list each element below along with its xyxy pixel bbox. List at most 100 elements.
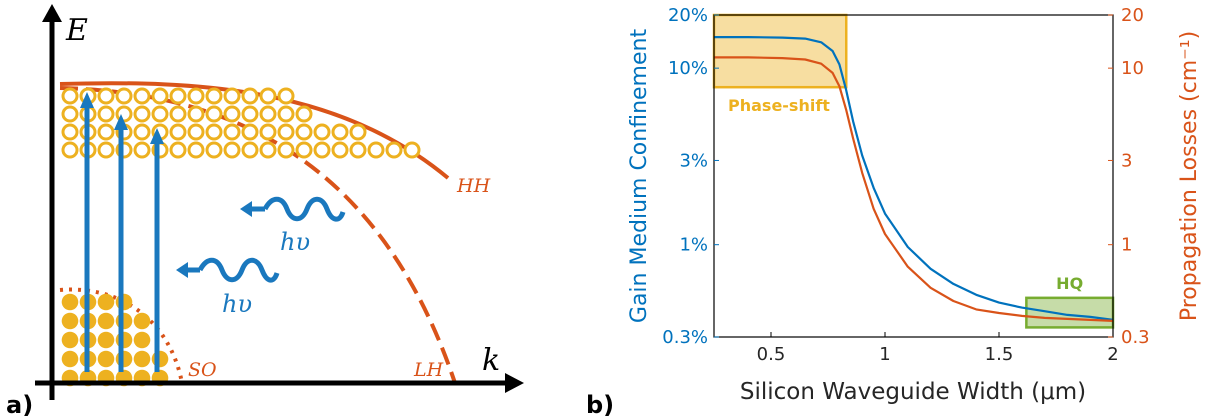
phase-shift-label: Phase-shift <box>728 96 830 115</box>
electron-carrier <box>115 350 133 368</box>
loss-curve <box>714 56 1114 322</box>
band-diagram-panel: hυ hυ E k HH LH SO a) <box>6 4 524 417</box>
excitation-arrows <box>80 92 164 372</box>
x-tick-label: 2 <box>1107 344 1118 365</box>
hole-carrier <box>61 123 79 141</box>
hole-carrier <box>61 105 79 123</box>
hole-carrier <box>133 105 151 123</box>
plot-frame <box>713 14 1114 338</box>
hole-carrier <box>403 141 421 159</box>
hole-carrier <box>259 123 277 141</box>
hole-carrier <box>277 87 295 105</box>
electron-carrier <box>97 331 115 349</box>
hole-carrier <box>331 123 349 141</box>
hole-carrier <box>97 141 115 159</box>
right-y-tick-label: 10 <box>1121 58 1144 79</box>
hole-carrier <box>151 105 169 123</box>
hole-carrier <box>349 123 367 141</box>
confinement-curve <box>714 36 1114 321</box>
hole-carrier <box>277 123 295 141</box>
lh-band-label: LH <box>413 359 444 381</box>
x-tick-label: 1.5 <box>985 344 1014 365</box>
hole-carrier <box>205 123 223 141</box>
hole-carrier <box>205 105 223 123</box>
hole-carrier <box>367 141 385 159</box>
hole-carrier <box>169 123 187 141</box>
hole-carrier <box>169 105 187 123</box>
electron-carrier <box>61 293 79 311</box>
photon-label: hυ <box>280 228 310 256</box>
hole-carrier <box>295 141 313 159</box>
hole-carrier <box>169 141 187 159</box>
left-y-tick-label: 20% <box>668 5 708 26</box>
hole-carrier <box>223 87 241 105</box>
hole-carrier <box>133 87 151 105</box>
left-y-tick-label: 10% <box>668 58 708 79</box>
left-y-axis-label: Gain Medium Confinement <box>627 29 652 324</box>
hole-carrier <box>133 141 151 159</box>
hole-carrier <box>331 141 349 159</box>
hq-box <box>1025 296 1115 329</box>
left-y-tick-label: 1% <box>679 235 708 256</box>
chart-series <box>714 36 1114 322</box>
electron-carrier <box>61 312 79 330</box>
hole-carrier <box>169 87 187 105</box>
so-band-curve <box>59 287 184 384</box>
hole-carrier <box>97 123 115 141</box>
hole-carrier <box>97 87 115 105</box>
confinement-loss-chart: 0.5 1 1.5 2 0.3% 1% 3% 10% 20% 0.3 1 3 10 20 Phase-sh… <box>586 5 1202 417</box>
left-y-tick-label: 0.3% <box>662 327 708 348</box>
x-tick-label: 0.5 <box>757 344 786 365</box>
panel-b-label: b) <box>586 391 614 417</box>
right-y-tick-label: 0.3 <box>1121 327 1150 348</box>
energy-axis-label: E <box>65 13 88 48</box>
hole-carrier <box>61 141 79 159</box>
hole-carrier <box>187 141 205 159</box>
hole-carrier <box>259 87 277 105</box>
hole-carrier <box>313 123 331 141</box>
hole-carrier <box>205 141 223 159</box>
k-axis-arrowhead <box>505 373 524 393</box>
hole-carrier <box>115 87 133 105</box>
electron-carrier <box>97 293 115 311</box>
hole-carrier <box>241 87 259 105</box>
annotation-labels: Phase-shift HQ <box>728 96 1083 293</box>
hole-carrier <box>187 87 205 105</box>
electron-carrier <box>97 312 115 330</box>
hole-carrier <box>349 141 367 159</box>
right-y-axis-label-text: Propagation Losses (cm⁻¹) <box>1177 31 1202 321</box>
right-y-tick-label: 20 <box>1121 5 1144 26</box>
hole-carrier <box>61 87 79 105</box>
electron-carriers <box>61 293 169 387</box>
hole-carrier <box>385 141 403 159</box>
hole-carrier <box>133 123 151 141</box>
left-y-tick-label: 3% <box>679 150 708 171</box>
hole-carrier <box>277 141 295 159</box>
electron-carrier <box>115 331 133 349</box>
electron-carrier <box>133 350 151 368</box>
hole-carrier <box>205 87 223 105</box>
electron-carrier <box>133 331 151 349</box>
hole-carrier <box>187 123 205 141</box>
electron-carrier <box>97 350 115 368</box>
chart-ticks: 0.5 1 1.5 2 0.3% 1% 3% 10% 20% 0.3 1 3 10 20 <box>662 5 1149 365</box>
hole-carrier <box>241 105 259 123</box>
electron-carrier <box>115 312 133 330</box>
hole-carrier <box>241 123 259 141</box>
right-y-axis-label: Propagation Losses (cm⁻¹) <box>1177 31 1202 321</box>
right-y-tick-label: 3 <box>1121 150 1132 171</box>
hole-carrier <box>97 105 115 123</box>
right-y-tick-label: 1 <box>1121 235 1132 256</box>
hole-carrier <box>151 87 169 105</box>
x-axis-label: Silicon Waveguide Width (μm) <box>740 379 1086 405</box>
hole-carrier <box>313 141 331 159</box>
panel-a-label: a) <box>6 391 33 417</box>
x-tick-label: 1 <box>879 344 890 365</box>
hole-carrier <box>223 123 241 141</box>
hole-carrier <box>277 105 295 123</box>
photon-emission-icon <box>176 257 280 283</box>
energy-axis-arrowhead <box>42 4 62 22</box>
hole-carrier <box>223 105 241 123</box>
hole-carrier <box>187 105 205 123</box>
